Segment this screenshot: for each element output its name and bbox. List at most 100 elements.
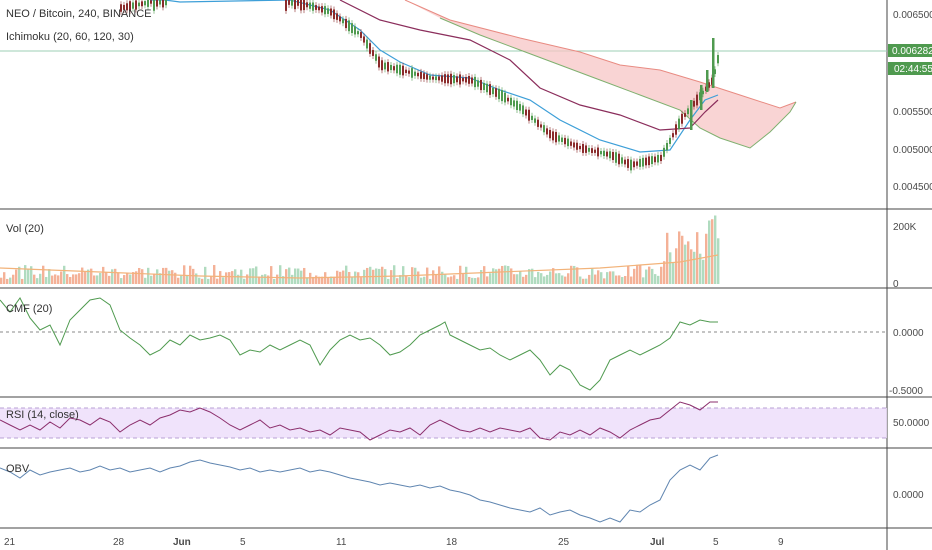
volume-bar [633,268,636,284]
volume-bar [489,273,492,284]
volume-bar [153,273,156,284]
time-axis: 21 28 Jun 5 11 18 25 Jul 5 9 [4,537,784,548]
obv-line [0,454,719,523]
volume-bar [657,275,660,284]
volume-bar [36,278,39,284]
volume-bar [321,276,324,284]
volume-bar [474,278,477,284]
volume-bar [417,271,420,284]
cmf-legend: CMF (20) [6,303,52,315]
volume-bar [345,265,348,284]
time-tick: 11 [336,537,347,548]
volume-bar [306,277,309,284]
volume-bar [354,271,357,284]
volume-bar [654,274,657,284]
volume-bar [441,271,444,284]
volume-bar [126,272,129,284]
volume-tick: 200K [893,222,917,233]
volume-bar [684,244,687,284]
price-candles [120,0,719,174]
volume-bar [705,233,708,284]
time-tick: Jun [173,537,191,548]
candle [690,100,693,130]
volume-bar [408,277,411,284]
volume-bar [522,276,525,284]
volume-bar [198,277,201,284]
symbol-title: NEO / Bitcoin, 240, BINANCE [6,8,152,20]
volume-bar [666,232,669,284]
volume-bar [567,273,570,284]
volume-bar [702,259,705,284]
volume-bar [18,266,21,284]
volume-bar [597,270,600,284]
volume-bar [105,272,108,284]
volume-bar [279,265,282,284]
volume-bar [603,278,606,284]
volume-bar [204,266,207,284]
volume-bar [456,278,459,284]
volume-bar [642,277,645,284]
volume-bar [102,266,105,284]
volume-bar [213,265,216,284]
volume-bar [81,267,84,284]
volume-bar [651,268,654,284]
volume-bar [675,248,678,284]
volume-bar [591,268,594,284]
volume-bar [315,275,318,284]
volume-tick: 0 [893,279,899,290]
volume-bar [621,277,624,284]
volume-bar [537,271,540,284]
volume-bar [480,270,483,284]
volume-bar [402,266,405,284]
countdown-badge [888,62,932,75]
volume-bar [570,265,573,284]
volume-bar [435,274,438,284]
volume-bar [72,274,75,284]
volume-bar [396,278,399,284]
volume-bar [339,271,342,284]
volume-bar [87,269,90,284]
volume-bar [249,268,252,284]
volume-bar [21,278,24,284]
volume-bar [699,253,702,284]
volume-bar [285,269,288,284]
volume-bar [528,269,531,284]
time-tick: 9 [778,537,784,548]
volume-bar [3,272,6,284]
volume-bar [486,276,489,284]
volume-bar [222,277,225,284]
cmf-tick: -0.5000 [889,386,923,397]
time-tick: 25 [558,537,570,548]
volume-bar [258,276,261,284]
volume-bar [48,269,51,284]
price-tick: 0.005000 [893,145,932,156]
last-price-badge [888,44,932,57]
volume-bar [624,276,627,284]
volume-bar [450,276,453,284]
volume-bar [261,274,264,284]
volume-bar [519,271,522,284]
volume-bar [255,266,258,284]
volume-bar [297,268,300,284]
volume-bar [600,272,603,284]
volume-bar [366,267,369,284]
volume-bar [12,274,15,284]
volume-bar [543,276,546,284]
volume-bar [30,266,33,284]
volume-bar [669,252,672,284]
volume-bar [39,273,42,284]
volume-bar [6,278,9,284]
volume-bar [333,276,336,284]
time-tick: 28 [113,537,125,548]
volume-bar [150,275,153,284]
volume-bar [423,276,426,284]
volume-bar [429,278,432,284]
volume-bar [393,265,396,284]
volume-bar [606,272,609,284]
ichimoku-cloud [405,0,796,148]
volume-bar [303,267,306,284]
volume-bar [531,268,534,284]
time-tick: 5 [240,537,246,548]
